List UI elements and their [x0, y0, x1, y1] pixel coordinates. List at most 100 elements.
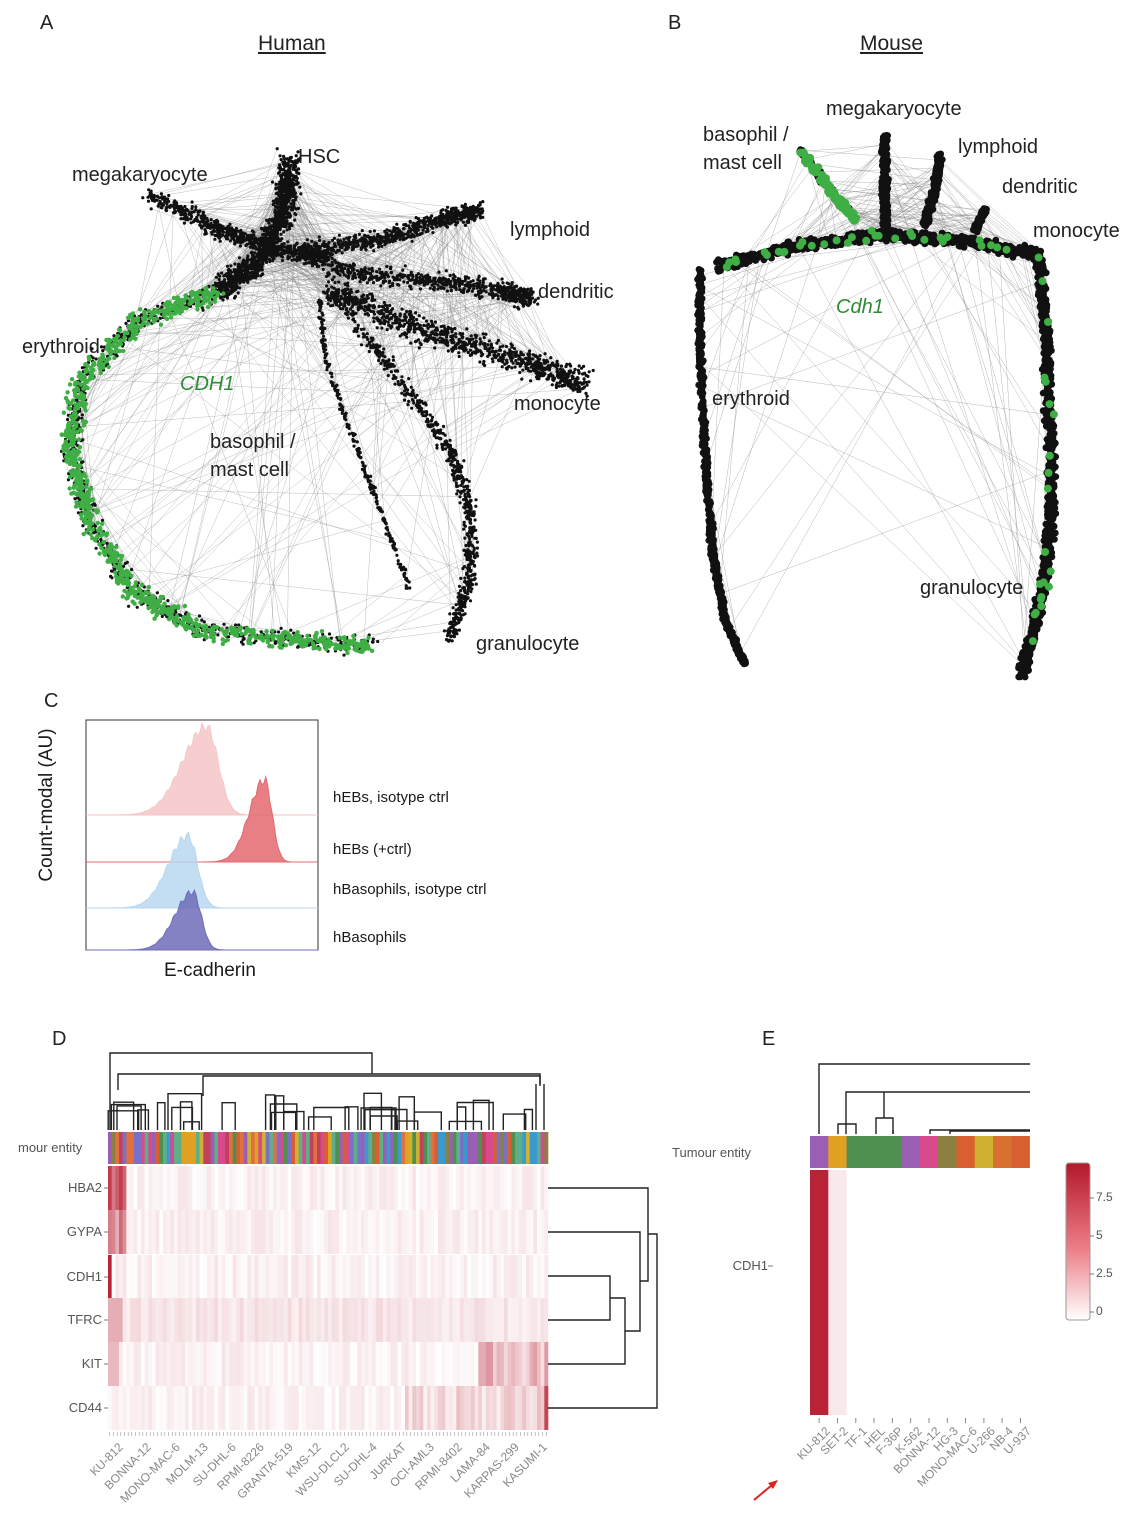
- heat-cell: [482, 1298, 486, 1342]
- heat-cell: [331, 1386, 336, 1430]
- entity-cell: [394, 1132, 398, 1164]
- heat-cell: [342, 1255, 347, 1299]
- heat-cell: [474, 1166, 479, 1210]
- entity-cell: [430, 1132, 435, 1164]
- heat-cell-e: [974, 1170, 994, 1415]
- heat-cell: [269, 1166, 274, 1210]
- heat-cell: [405, 1255, 409, 1299]
- entity-cell: [408, 1132, 413, 1164]
- heat-cell: [526, 1386, 530, 1430]
- entity-cell: [463, 1132, 468, 1164]
- entity-cell: [265, 1132, 270, 1164]
- heat-cell: [441, 1298, 446, 1342]
- heat-cell: [130, 1210, 134, 1254]
- heat-cell: [320, 1298, 325, 1342]
- heat-cell: [287, 1255, 292, 1299]
- heat-cell: [225, 1342, 230, 1386]
- heat-cell: [493, 1342, 497, 1386]
- heat-cell: [108, 1386, 112, 1430]
- entity-cell: [273, 1132, 277, 1164]
- entity-cell: [170, 1132, 175, 1164]
- entity-cell: [174, 1132, 178, 1164]
- heat-cell: [317, 1342, 321, 1386]
- entity-cell: [108, 1132, 112, 1164]
- heat-cell: [361, 1255, 365, 1299]
- heat-cell: [298, 1166, 303, 1210]
- heat-cell: [258, 1386, 263, 1430]
- label-b-erythroid: erythroid: [712, 388, 790, 410]
- heat-cell: [306, 1298, 310, 1342]
- heat-cell: [196, 1342, 200, 1386]
- heat-cell: [130, 1255, 134, 1299]
- heat-cell: [335, 1386, 340, 1430]
- heat-cell: [463, 1255, 468, 1299]
- heat-cell: [141, 1255, 145, 1299]
- heat-cell: [540, 1166, 545, 1210]
- heat-cell: [276, 1166, 281, 1210]
- entity-cell: [119, 1132, 123, 1164]
- heat-cell: [397, 1298, 402, 1342]
- heat-cell: [207, 1166, 211, 1210]
- label-megakaryocyte: megakaryocyte: [72, 164, 208, 186]
- heat-cell: [390, 1386, 395, 1430]
- heat-cell: [368, 1342, 373, 1386]
- heat-cell: [449, 1342, 453, 1386]
- heat-cell: [174, 1255, 178, 1299]
- panel-c-letter: C: [44, 690, 59, 712]
- heat-cell: [434, 1298, 439, 1342]
- heat-cell: [423, 1166, 428, 1210]
- entity-cell: [401, 1132, 406, 1164]
- heat-cell: [372, 1255, 376, 1299]
- heat-cell: [339, 1298, 343, 1342]
- heat-cell: [232, 1210, 237, 1254]
- heat-cell: [108, 1166, 112, 1210]
- entity-cell: [368, 1132, 373, 1164]
- heat-cell: [137, 1342, 142, 1386]
- heat-cell: [126, 1210, 131, 1254]
- heat-cell: [408, 1342, 413, 1386]
- entity-cell: [243, 1132, 248, 1164]
- heat-cell: [320, 1386, 325, 1430]
- heat-cell: [485, 1255, 490, 1299]
- heat-cell: [474, 1386, 479, 1430]
- heat-cell: [357, 1255, 362, 1299]
- heat-cell: [456, 1255, 461, 1299]
- label-dendritic: dendritic: [538, 281, 614, 303]
- heat-cell: [445, 1210, 450, 1254]
- heat-cell: [372, 1166, 376, 1210]
- heat-cell: [353, 1342, 358, 1386]
- heat-cell: [430, 1166, 435, 1210]
- heat-cell: [166, 1210, 171, 1254]
- heat-cell: [342, 1386, 347, 1430]
- heat-cell: [383, 1255, 387, 1299]
- heat-cell: [474, 1210, 479, 1254]
- heat-cell: [350, 1386, 354, 1430]
- entity-cell: [364, 1132, 369, 1164]
- heat-cell: [537, 1210, 541, 1254]
- heat-cell: [155, 1342, 160, 1386]
- heat-cell: [133, 1298, 138, 1342]
- heat-cell: [269, 1386, 274, 1430]
- heat-cell: [298, 1255, 303, 1299]
- heat-cell: [441, 1166, 446, 1210]
- heat-cell: [185, 1166, 189, 1210]
- heat-cell: [331, 1255, 336, 1299]
- heat-cell: [350, 1342, 354, 1386]
- entity-cell: [258, 1132, 263, 1164]
- label-hsc: HSC: [298, 146, 341, 168]
- heat-cell: [152, 1166, 156, 1210]
- heat-cell: [405, 1342, 409, 1386]
- heat-cell: [177, 1342, 182, 1386]
- heat-cell: [287, 1386, 292, 1430]
- heat-cell: [452, 1298, 457, 1342]
- heat-cell: [511, 1210, 516, 1254]
- heat-cell: [240, 1255, 244, 1299]
- heat-cell: [328, 1298, 332, 1342]
- heat-cell: [144, 1166, 149, 1210]
- heat-cell: [262, 1298, 266, 1342]
- heat-cell: [416, 1255, 420, 1299]
- row-label-e-cdh1: CDH1: [732, 1258, 768, 1273]
- entity-cell: [390, 1132, 395, 1164]
- heat-cell: [254, 1210, 259, 1254]
- entity-cell: [276, 1132, 281, 1164]
